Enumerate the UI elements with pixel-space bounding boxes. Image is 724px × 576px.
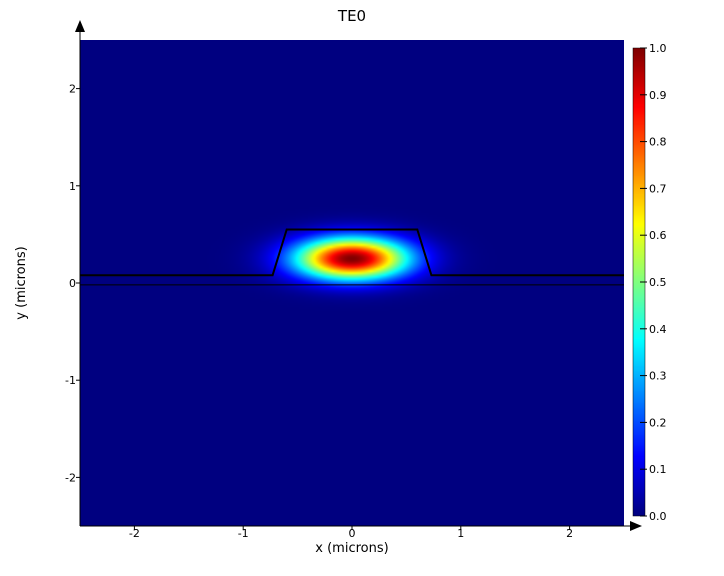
x-tick-label: 0: [349, 527, 356, 540]
chart-title: TE0: [337, 7, 366, 25]
colorbar-tick-label: 0.7: [649, 182, 667, 195]
axes: [75, 20, 642, 531]
plot-area: [80, 40, 624, 526]
y-axis-label: y (microns): [14, 246, 29, 319]
x-tick-label: 2: [566, 527, 573, 540]
colorbar-tick-label: 0.0: [649, 510, 667, 523]
y-tick-label: -2: [65, 471, 76, 484]
colorbar-tick-label: 1.0: [649, 42, 667, 55]
x-tick-label: -2: [129, 527, 140, 540]
colorbar-tick-label: 0.4: [649, 323, 667, 336]
colorbar: 1.0 0.9 0.8 0.7 0.6 0.5 0.4 0.3 0.2 0.1 0.0: [632, 42, 667, 523]
y-tick-label: -1: [65, 374, 76, 387]
y-tick-label: 2: [69, 83, 76, 96]
y-axis-arrow-icon: [75, 20, 85, 32]
y-tick-label: 1: [69, 180, 76, 193]
colorbar-tick-label: 0.1: [649, 463, 667, 476]
x-axis-label: x (microns): [315, 541, 388, 556]
x-axis-arrow-icon: [630, 521, 642, 531]
colorbar-tick-label: 0.8: [649, 136, 667, 149]
y-tick-label: 0: [69, 277, 76, 290]
colorbar-tick-label: 0.9: [649, 89, 667, 102]
colorbar-tick-label: 0.3: [649, 370, 667, 383]
y-ticks: 2 1 0 -1 -2: [65, 83, 80, 484]
colorbar-tick-label: 0.6: [649, 229, 667, 242]
colorbar-ticks: 1.0 0.9 0.8 0.7 0.6 0.5 0.4 0.3 0.2 0.1 0.0: [640, 42, 667, 523]
field-heatmap: [80, 40, 624, 526]
colorbar-gradient: [633, 48, 645, 516]
colorbar-tick-label: 0.2: [649, 416, 667, 429]
x-tick-label: -1: [238, 527, 249, 540]
colorbar-tick-label: 0.5: [649, 276, 667, 289]
x-ticks: -2 -1 0 1 2: [129, 526, 573, 540]
x-tick-label: 1: [457, 527, 464, 540]
waveguide-outline: [80, 228, 624, 277]
